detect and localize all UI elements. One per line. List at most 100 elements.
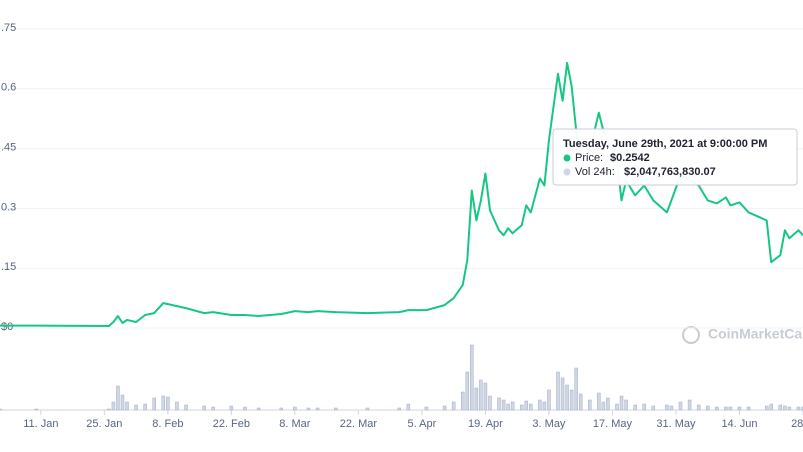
volume-bar <box>229 405 234 411</box>
volume-bar <box>524 400 529 411</box>
volume-bar <box>501 399 506 411</box>
volume-bar <box>633 404 637 411</box>
volume-bar <box>678 401 683 411</box>
vol-dot <box>563 168 571 176</box>
x-tick-label: 3. May <box>532 418 566 430</box>
volume-bar <box>529 403 533 411</box>
volume-bar <box>597 392 601 411</box>
volume-bar <box>279 407 284 411</box>
volume-bar <box>769 403 773 411</box>
volume-bar <box>538 399 542 411</box>
x-tick-label: 19. Apr <box>468 418 503 430</box>
x-tick-label: 8. Mar <box>279 418 311 430</box>
volume-bar <box>624 399 628 411</box>
volume-bar <box>442 405 447 411</box>
y-tick-label: .15 <box>1 261 16 273</box>
volume-bar <box>715 406 719 411</box>
watermark: CoinMarketCap <box>708 326 803 342</box>
x-tick-label: 17. May <box>593 418 633 430</box>
volume-bar <box>175 401 179 411</box>
volume-bar <box>460 391 465 411</box>
volume-bar <box>424 406 429 411</box>
volume-bar <box>333 407 338 411</box>
vol-value: $2,047,763,830.07 <box>624 166 716 178</box>
volume-bar <box>488 395 492 411</box>
volume-bar <box>293 406 297 411</box>
volume-bar <box>506 403 510 411</box>
x-tick-label: 22. Feb <box>213 418 250 430</box>
volume-bar <box>474 387 479 411</box>
tooltip: Tuesday, June 29th, 2021 at 9:00:00 PM Pr… <box>552 128 798 186</box>
volume-bar <box>397 407 401 411</box>
volume-bar <box>479 379 483 411</box>
y-tick-label: 0.6 <box>1 82 16 94</box>
volume-bar <box>696 404 701 411</box>
volume-bar <box>642 403 646 411</box>
volume-bar <box>728 406 733 411</box>
volume-bar <box>574 367 578 411</box>
y-tick-label: $0 <box>1 321 13 333</box>
volume-bar <box>519 404 524 411</box>
volume-bar <box>737 406 742 411</box>
price-dot <box>563 154 571 162</box>
volume-bar <box>111 401 116 411</box>
volume-bar <box>687 399 692 411</box>
volume-bar <box>606 397 610 411</box>
volume-bar <box>365 407 370 411</box>
volume-bar <box>406 403 411 411</box>
volume-bar <box>243 406 247 411</box>
volume-bar <box>619 395 624 411</box>
volume-bar <box>125 401 129 411</box>
volume-bar <box>184 404 188 411</box>
volume-bar <box>542 401 547 411</box>
volume-bar <box>556 371 560 411</box>
volume-bar <box>202 405 206 411</box>
volume-bar <box>315 407 320 411</box>
x-tick-label: 5. Apr <box>408 418 437 430</box>
volume-bar <box>669 405 674 411</box>
volume-bar <box>569 389 574 411</box>
volume-bar <box>764 405 769 411</box>
price-label: Price: <box>575 152 603 164</box>
volume-bar <box>724 406 728 411</box>
y-tick-label: .45 <box>1 142 16 154</box>
price-line <box>0 61 803 327</box>
tooltip-title: Tuesday, June 29th, 2021 at 9:00:00 PM <box>563 138 767 150</box>
y-tick-label: .75 <box>1 22 16 34</box>
volume-bar <box>796 406 801 411</box>
volume-bar <box>787 406 792 411</box>
volume-bar <box>778 404 783 411</box>
volume-bar <box>601 401 606 411</box>
volume-bar <box>256 407 261 411</box>
volume-bar <box>615 403 619 411</box>
volume-bar <box>705 405 710 411</box>
volume-bar <box>746 406 751 411</box>
y-tick-label: 0.3 <box>1 201 16 213</box>
volume-bar <box>470 344 474 411</box>
volume-bar <box>547 389 551 411</box>
volume-bar <box>497 397 501 411</box>
volume-bar <box>134 404 138 411</box>
volume-bar <box>152 397 156 411</box>
volume-bar <box>588 399 592 411</box>
volume-bar <box>483 382 488 411</box>
volume-bar <box>451 401 456 411</box>
volume-bar <box>107 408 111 411</box>
x-tick-label: 25. Jan <box>86 418 122 430</box>
volume-bar <box>166 396 170 411</box>
volume-bar <box>34 408 39 411</box>
x-tick-label: 14. Jun <box>721 418 757 430</box>
watermark-logo <box>682 326 700 344</box>
x-tick-label: 11. Jan <box>23 418 58 430</box>
volume-bar <box>211 406 215 411</box>
tooltip-box <box>552 128 798 186</box>
volume-bar <box>801 406 803 411</box>
volume-bar <box>161 395 166 411</box>
price-value: $0.2542 <box>610 152 650 164</box>
volume-bar <box>665 404 669 411</box>
volume-bar <box>0 408 2 411</box>
x-tick-label: 28. J <box>791 418 803 430</box>
x-tick-label: 8. Feb <box>152 418 183 430</box>
volume-bar <box>783 405 787 411</box>
x-tick-label: 31. May <box>656 418 696 430</box>
